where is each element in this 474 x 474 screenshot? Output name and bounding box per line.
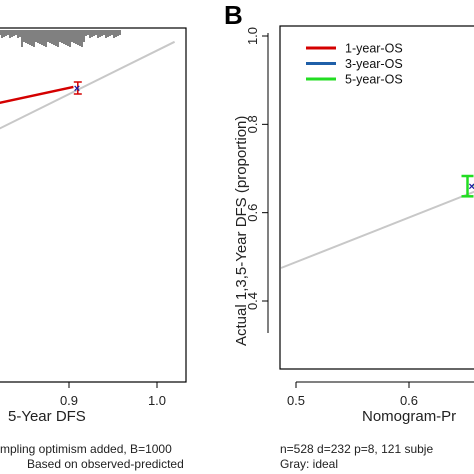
panel-a-series-line-0 [0, 85, 74, 105]
panel-a-note-2: Based on observed-predicted [27, 457, 184, 471]
panel-a-x-tick-label: 0.9 [60, 393, 78, 408]
panel-b-note-1: n=528 d=232 p=8, 121 subje [280, 442, 433, 456]
panel-b-x-tick-label: 0.5 [287, 393, 305, 408]
panel-b-y-tick-label: 0.6 [245, 204, 260, 222]
panel-a: × 0.9 1.0 5-Year DFS mpling optimism adde… [0, 27, 187, 471]
panel-a-note-1: mpling optimism added, B=1000 [0, 442, 172, 456]
panel-b-y-tick-label: 0.4 [245, 292, 260, 310]
panel-b-ideal-line [280, 190, 474, 269]
panel-b-x-ticks: 0.5 0.6 [287, 382, 418, 408]
panel-a-x-ticks: 0.9 1.0 [60, 382, 166, 408]
panel-b-y-tick-label: 1.0 [245, 27, 260, 45]
panel-a-series: × [0, 40, 176, 130]
panel-a-x-axis-title: 5-Year DFS [8, 408, 86, 425]
panel-a-rug-marks [0, 30, 121, 47]
panel-a-plot-frame [0, 27, 187, 383]
panel-a-x-tick-label: 1.0 [148, 393, 166, 408]
panel-b-note-2: Gray: ideal [280, 457, 338, 471]
panel-b-y-tick-label: 0.8 [245, 115, 260, 133]
panel-b-point-marker-0: × [469, 181, 474, 193]
panel-a-point-marker-0: × [74, 83, 80, 95]
panel-b-legend-label: 1-year-OS [345, 42, 403, 56]
panel-b-letter: B [224, 0, 243, 30]
panel-b-legend-label: 5-year-OS [345, 73, 403, 87]
panel-b-series: × [280, 174, 474, 269]
panel-b-x-tick-label: 0.6 [400, 393, 418, 408]
panel-b-y-ticks: 0.4 0.6 0.8 1.0 [245, 27, 268, 310]
panel-b-plot-frame [279, 25, 474, 370]
panel-b-legend-label: 3-year-OS [345, 57, 403, 71]
panel-b: B × 0.4 0.6 0.8 1.0 0.5 0.6 Actual 1,3,5-Yea… [224, 0, 474, 471]
panel-b-legend: 1-year-OS3-year-OS 5-year-OS [306, 42, 403, 87]
panel-a-ideal-line [0, 40, 176, 130]
panel-b-y-axis-title: Actual 1,3,5-Year DFS (proportion) [233, 116, 250, 346]
panel-b-x-axis-title: Nomogram-Pr [362, 408, 456, 425]
